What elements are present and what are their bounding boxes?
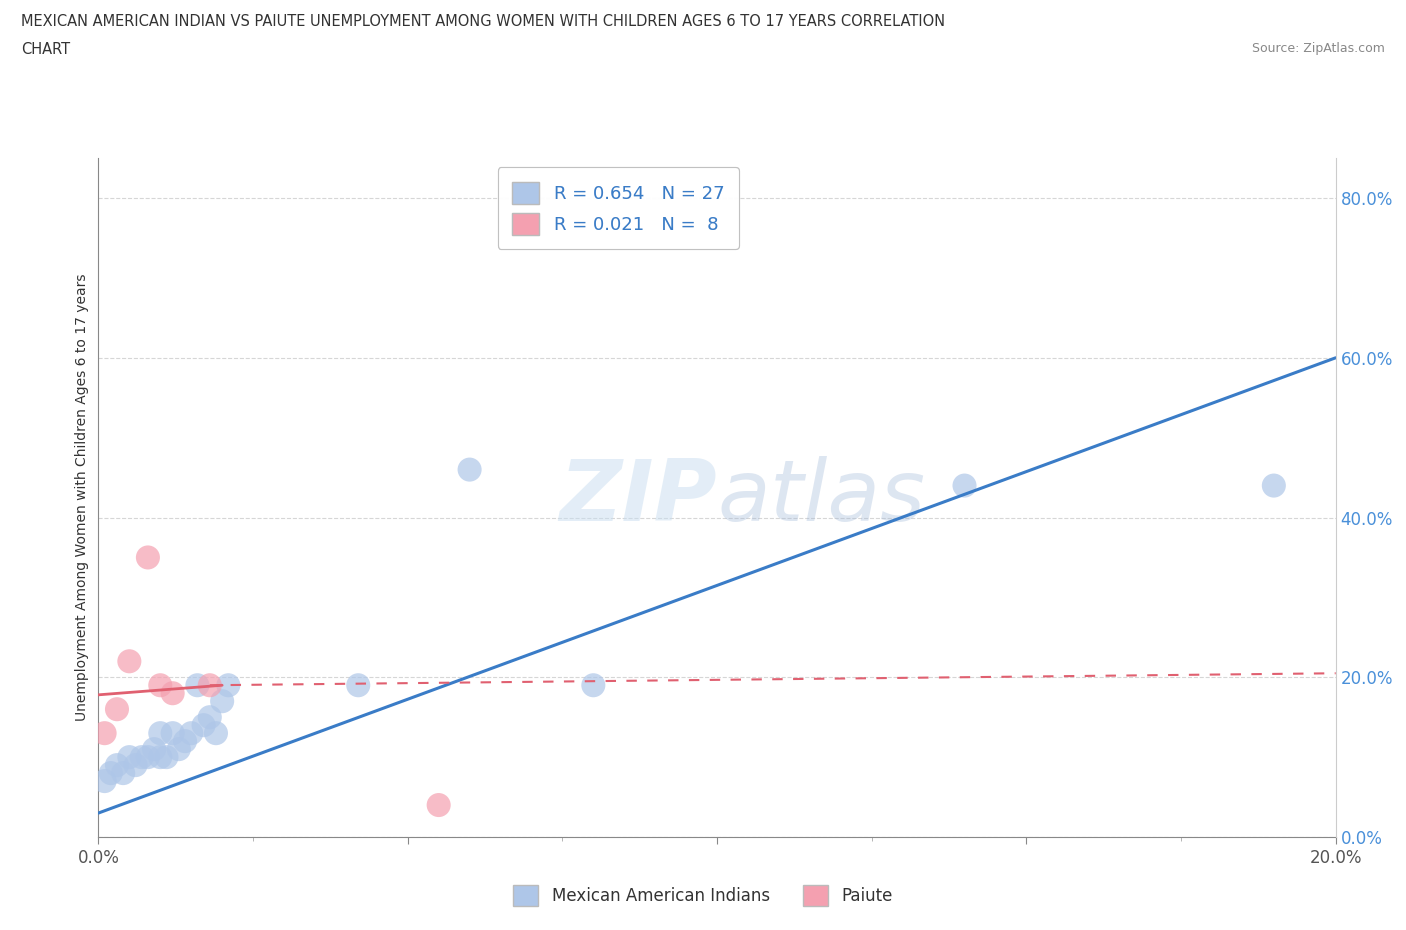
Point — [124, 758, 146, 773]
Legend: R = 0.654   N = 27, R = 0.021   N =  8: R = 0.654 N = 27, R = 0.021 N = 8 — [498, 167, 738, 249]
Text: MEXICAN AMERICAN INDIAN VS PAIUTE UNEMPLOYMENT AMONG WOMEN WITH CHILDREN AGES 6 : MEXICAN AMERICAN INDIAN VS PAIUTE UNEMPL… — [21, 14, 945, 29]
Point — [105, 702, 128, 717]
Point — [217, 678, 239, 693]
Point — [105, 758, 128, 773]
Point — [193, 718, 215, 733]
Point — [347, 678, 370, 693]
Point — [186, 678, 208, 693]
Text: ZIP: ZIP — [560, 456, 717, 539]
Point — [136, 750, 159, 764]
Point — [162, 685, 184, 700]
Point — [180, 725, 202, 740]
Point — [1263, 478, 1285, 493]
Point — [149, 678, 172, 693]
Point — [118, 654, 141, 669]
Text: atlas: atlas — [717, 456, 925, 539]
Point — [198, 678, 221, 693]
Point — [93, 774, 115, 789]
Point — [205, 725, 228, 740]
Point — [118, 750, 141, 764]
Text: CHART: CHART — [21, 42, 70, 57]
Point — [93, 725, 115, 740]
Y-axis label: Unemployment Among Women with Children Ages 6 to 17 years: Unemployment Among Women with Children A… — [76, 273, 90, 722]
Point — [136, 550, 159, 565]
Point — [143, 742, 166, 757]
Point — [427, 798, 450, 813]
Point — [112, 765, 135, 780]
Point — [174, 734, 197, 749]
Point — [211, 694, 233, 709]
Point — [131, 750, 153, 764]
Legend: Mexican American Indians, Paiute: Mexican American Indians, Paiute — [506, 879, 900, 912]
Point — [149, 725, 172, 740]
Point — [100, 765, 122, 780]
Point — [198, 710, 221, 724]
Point — [155, 750, 177, 764]
Point — [458, 462, 481, 477]
Point — [953, 478, 976, 493]
Point — [582, 678, 605, 693]
Point — [162, 725, 184, 740]
Point — [167, 742, 190, 757]
Point — [149, 750, 172, 764]
Text: Source: ZipAtlas.com: Source: ZipAtlas.com — [1251, 42, 1385, 55]
